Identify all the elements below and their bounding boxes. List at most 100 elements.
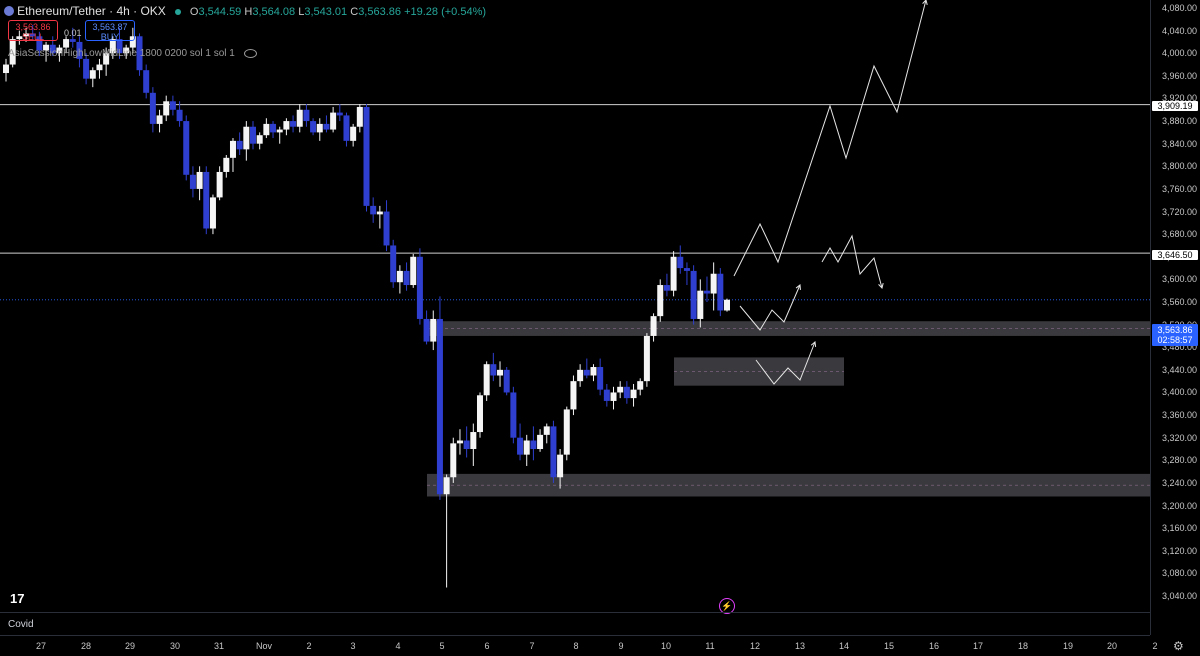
candle-body — [229, 140, 236, 158]
candle-body — [310, 121, 317, 133]
gear-icon[interactable]: ⚙ — [1173, 639, 1184, 653]
candle-body — [169, 101, 176, 110]
candle-body — [416, 256, 423, 319]
candle-body — [363, 106, 370, 206]
level-tag-2: 3,646.50 — [1152, 250, 1198, 260]
price-tick: 4,040.00 — [1161, 25, 1197, 36]
candle-body — [443, 477, 450, 495]
candle-body — [724, 299, 730, 311]
candle-body — [123, 47, 130, 54]
candle-body — [236, 140, 243, 150]
candle-body — [470, 432, 477, 449]
time-tick: 10 — [660, 641, 672, 651]
candle-body — [316, 123, 323, 133]
candle-body — [610, 392, 617, 401]
candle-body — [9, 39, 16, 65]
candle-body — [109, 39, 116, 54]
symbol-title[interactable]: Ethereum/Tether · 4h · OKX — [17, 4, 166, 18]
price-tick: 3,680.00 — [1161, 229, 1197, 240]
candle-body — [263, 123, 270, 136]
candle-body — [710, 273, 717, 294]
time-tick: Nov — [255, 641, 273, 651]
candle-body — [216, 171, 223, 198]
candle-body — [56, 47, 63, 54]
candle-body — [16, 36, 23, 40]
price-tick: 3,600.00 — [1161, 274, 1197, 285]
candle-body — [430, 318, 437, 342]
indicator-label: AsiaSessionHighLowMidLine 1800 0200 sol … — [8, 48, 235, 59]
time-tick: 29 — [124, 641, 136, 651]
price-tick: 4,000.00 — [1161, 48, 1197, 59]
candle-body — [63, 39, 70, 48]
countdown: 02:58:57 — [1157, 335, 1193, 345]
projection-path — [733, 0, 927, 277]
time-tick: 11 — [705, 641, 715, 651]
lightning-icon[interactable]: ⚡ — [719, 598, 735, 614]
time-tick: 4 — [395, 641, 401, 651]
candle-body — [356, 106, 363, 127]
price-tick: 3,320.00 — [1161, 432, 1197, 443]
candle-body — [577, 369, 584, 382]
candle-body — [283, 121, 290, 130]
candle-body — [523, 440, 530, 455]
candle-body — [183, 121, 190, 175]
bottom-indicator-panel[interactable]: Covid — [0, 612, 1150, 636]
candle-body — [617, 386, 624, 393]
time-axis[interactable]: 27 28 29 30 31 Nov 2 3 4 5 6 7 8 9 10 11 12 13 14 15 16 17 18 1… — [0, 635, 1158, 656]
price-axis[interactable]: 4,080.00 4,040.00 4,000.00 3,960.00 3,920.00… — [1150, 0, 1200, 635]
price-tick: 3,080.00 — [1161, 568, 1197, 579]
horizontal-levels — [0, 104, 1150, 301]
candle-body — [583, 369, 590, 376]
open-value: 3,544.59 — [198, 6, 242, 18]
candle-body — [303, 109, 310, 122]
candle-body — [69, 39, 76, 42]
candle-body — [276, 129, 283, 133]
price-tick: 3,360.00 — [1161, 410, 1197, 421]
sell-label: SELL — [21, 32, 45, 42]
indicator-legend[interactable]: AsiaSessionHighLowMidLine 1800 0200 sol … — [8, 48, 257, 59]
price-tick: 3,120.00 — [1161, 545, 1197, 556]
candle-body — [23, 33, 30, 37]
price-tick: 3,880.00 — [1161, 116, 1197, 127]
price-tick: 3,800.00 — [1161, 161, 1197, 172]
time-tick: 16 — [928, 641, 940, 651]
tv-logo[interactable]: 17 — [10, 591, 25, 606]
price-tick: 3,760.00 — [1161, 183, 1197, 194]
close-value: 3,563.86 — [358, 6, 402, 18]
candle-body — [256, 135, 263, 144]
candle-body — [717, 273, 724, 311]
candle-body — [196, 171, 203, 189]
candle-body — [390, 245, 397, 283]
candle-body — [143, 70, 150, 93]
candle-body — [590, 367, 597, 376]
candle-body — [630, 389, 637, 399]
time-tick: 8 — [573, 641, 579, 651]
eye-icon[interactable] — [243, 48, 257, 58]
time-tick: 18 — [1017, 641, 1029, 651]
candle-body — [537, 434, 544, 449]
candle-body — [490, 364, 497, 376]
sell-button[interactable]: 3,563.86 SELL — [8, 20, 58, 42]
time-tick: 28 — [80, 641, 92, 651]
price-tick: 3,040.00 — [1161, 591, 1197, 601]
candle-body — [209, 197, 216, 229]
price-chart[interactable] — [0, 0, 1150, 612]
price-tick: 4,080.00 — [1161, 3, 1197, 13]
candle-body — [677, 256, 684, 269]
spread-value: 0.01 — [64, 28, 82, 38]
candle-body — [163, 101, 170, 116]
candle-body — [176, 109, 183, 122]
price-tick: 3,920.00 — [1161, 93, 1197, 104]
buy-button[interactable]: 3,563.87 BUY — [85, 20, 135, 42]
candle-body — [410, 256, 417, 286]
candle-body — [436, 318, 443, 495]
candle-body — [450, 443, 457, 478]
candles — [3, 24, 730, 588]
candle-body — [243, 126, 250, 150]
candle-body — [637, 381, 644, 390]
price-tick: 3,400.00 — [1161, 387, 1197, 398]
time-tick: 14 — [838, 641, 850, 651]
candle-body — [603, 389, 610, 401]
candle-body — [136, 36, 143, 71]
price-tick: 3,440.00 — [1161, 364, 1197, 375]
